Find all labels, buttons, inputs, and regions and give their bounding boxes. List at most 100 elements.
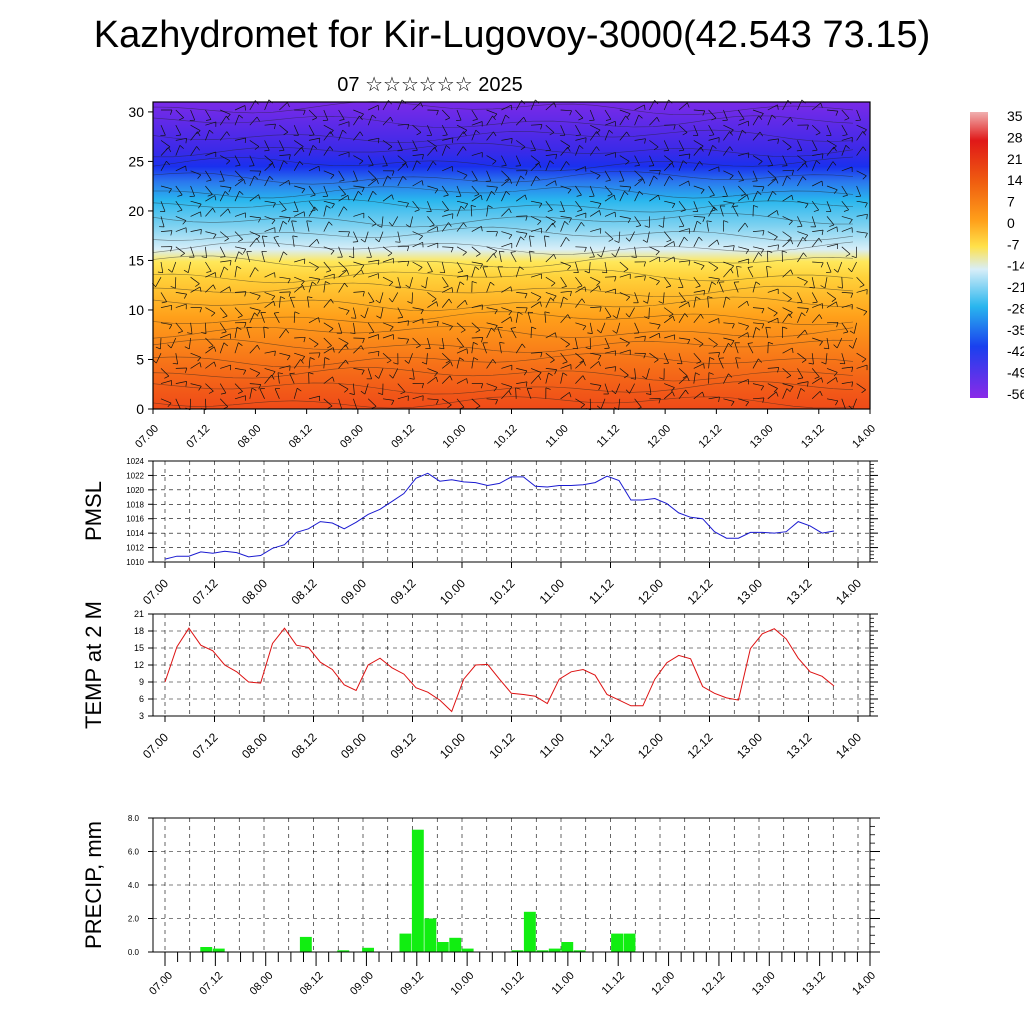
wind-barb-flag (644, 138, 646, 144)
wind-barb (856, 276, 865, 286)
wind-barb-flag (175, 134, 181, 137)
wind-barb (735, 357, 739, 369)
wind-barb-flag (471, 205, 476, 208)
wind-barb (826, 368, 838, 373)
wind-barb (392, 216, 399, 227)
wind-barb-flag (301, 356, 305, 361)
wind-barb (353, 115, 360, 126)
wind-barb-flag (791, 170, 794, 176)
wind-barb (663, 315, 674, 324)
wind-barb (752, 155, 763, 162)
wind-barb-flag (731, 203, 735, 208)
wind-barb-flag (813, 209, 819, 212)
wind-barb-flag (493, 131, 497, 137)
wind-barb (530, 326, 532, 339)
wind-barb-flag (271, 219, 276, 225)
wind-barb-flag (342, 269, 347, 273)
wind-barb (575, 286, 586, 293)
wind-barb-flag (271, 295, 276, 301)
wind-barb-flag (746, 194, 749, 200)
wind-barb (663, 162, 673, 172)
wind-barb (246, 251, 251, 263)
wind-barb-flag (790, 269, 794, 275)
wind-barb (663, 353, 669, 364)
wind-barb (190, 229, 202, 232)
wind-barb (575, 166, 586, 172)
wind-barb-flag (670, 387, 675, 392)
wind-barb-flag (177, 194, 183, 197)
wind-barb-flag (566, 161, 570, 166)
wind-barb-flag (215, 272, 217, 278)
wind-barb-flag (198, 386, 202, 391)
wind-barb (693, 276, 701, 287)
precip-bar (511, 950, 524, 952)
wind-barb (708, 239, 718, 248)
wind-barb-flag (815, 132, 821, 136)
wind-barb (826, 292, 837, 300)
wind-barb-flag (259, 387, 265, 390)
wind-barb (279, 180, 289, 187)
wind-barb (782, 388, 788, 399)
wind-barb-flag (552, 222, 556, 228)
wind-barb-flag (475, 253, 481, 257)
wind-barb-flag (843, 331, 849, 334)
wind-barb-flag (376, 315, 381, 319)
wind-barb (188, 337, 191, 349)
wind-barb (811, 160, 817, 171)
wind-barb (175, 292, 187, 295)
wind-barb (604, 337, 610, 349)
wind-barb-flag (377, 105, 380, 111)
wind-barb (560, 201, 565, 212)
wind-barb (708, 166, 719, 172)
wind-barb (160, 201, 166, 212)
wind-barb (812, 261, 824, 264)
wind-barb (471, 398, 481, 407)
wind-barb (170, 337, 177, 349)
wind-barb (782, 292, 792, 299)
wind-barb-flag (462, 251, 467, 256)
wind-barb (560, 392, 570, 400)
wind-barb-flag (777, 367, 780, 373)
wind-barb (515, 155, 522, 166)
wind-barb-flag (777, 244, 779, 250)
wind-barb-flag (863, 311, 868, 316)
wind-barb-flag (339, 119, 345, 121)
wind-barb-flag (309, 357, 315, 360)
wind-barb-flag (360, 390, 366, 395)
wind-barb-flag (550, 359, 555, 363)
wind-barb (441, 361, 452, 369)
wind-barb (486, 155, 497, 162)
wind-barb (205, 337, 214, 347)
wind-barb (767, 191, 773, 202)
wind-barb (856, 200, 868, 204)
wind-barb (693, 236, 700, 247)
wind-barb (160, 230, 173, 232)
wind-barb-flag (264, 149, 270, 152)
wind-barb (634, 178, 644, 187)
wind-barb (619, 109, 631, 115)
wind-barb (249, 312, 255, 323)
wind-barb (719, 205, 724, 217)
wind-barb-flag (596, 146, 600, 151)
wind-barb (190, 286, 201, 293)
wind-barb (590, 383, 602, 386)
wind-barb-flag (462, 146, 467, 151)
wind-barb (412, 318, 423, 324)
wind-barb (160, 216, 165, 227)
wind-barb-flag (308, 372, 314, 375)
x-tick-label: 11.12 (600, 970, 627, 997)
wind-barb (708, 276, 720, 280)
y-tick-label: 1022 (126, 471, 144, 480)
wind-barb-flag (495, 231, 498, 237)
wind-barb (220, 185, 232, 188)
wind-barb-flag (816, 160, 821, 165)
wind-barb (812, 337, 823, 342)
wind-barb (412, 180, 423, 187)
wind-barb-flag (344, 388, 349, 393)
wind-barbs (152, 99, 868, 411)
wind-barb (279, 365, 291, 369)
wind-barb (723, 146, 731, 156)
wind-barb (412, 261, 423, 268)
wind-barb (442, 213, 453, 217)
